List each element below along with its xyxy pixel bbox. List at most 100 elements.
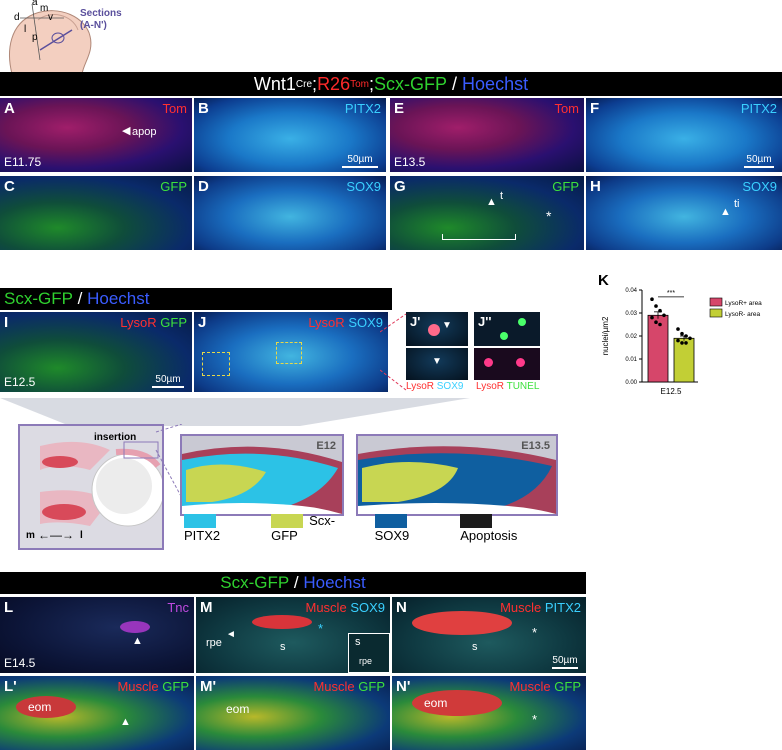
channel-muscle: Muscle [313,679,355,694]
panel-letter: J'' [478,314,492,329]
legend-swatch [709,297,723,307]
channel-label: LysoR TUNEL [476,381,539,392]
sections-range: (A-N') [80,20,107,31]
panel-L: L Tnc ▲ E14.5 [0,597,194,673]
y-tick-label: 0.00 [625,380,637,386]
channel-tunel: TUNEL [506,381,540,392]
asterisk: * [546,208,552,224]
eye-drawing [20,426,162,548]
significance-label: *** [667,290,675,297]
channel-sox9: SOX9 [350,600,385,615]
panel-letter: I [4,314,9,331]
panel-E: E Tom E13.5 [390,98,584,172]
banner-tom: Tom [350,78,369,90]
panel-letter: J [198,314,207,331]
cell [428,324,440,336]
scale-bar: 50µm [342,154,378,168]
arrowhead-annotation: apop [132,126,157,138]
scx-banner: Scx-GFP / Hoechst [0,288,392,310]
data-point [654,320,658,324]
channel-label: Muscle GFP [117,679,189,694]
arrowhead-icon: ▼ [442,320,452,331]
channel-label: SOX9 [742,179,777,194]
data-point [680,341,684,345]
panel-letter: D [198,178,209,195]
channel-lysor: LysoR [476,381,504,392]
scale-label: 50µm [347,154,373,165]
zoom-dashes [155,424,183,499]
channel-sox9: SOX9 [436,381,464,392]
banner-hoechst: Hoechst [87,289,150,308]
y-tick-label: 0.04 [625,288,637,294]
channel-label: SOX9 [346,179,381,194]
panel-I: I LysoR GFP E12.5 50µm [0,312,192,392]
axis-a: a [32,0,38,8]
panel-K: K 0.00 0.01 0.02 0.03 0.04 nuclei/µm2 *** E12.5… [596,272,782,408]
asterisk: * [532,712,538,727]
data-point [676,327,680,331]
panel-J-prime: J' ▼ ▼ LysoR SOX9 [406,312,468,392]
panel-B: B PITX2 50µm [194,98,386,172]
eom-signal [16,696,76,718]
legend-swatch [271,514,304,529]
scale-bar: 50µm [552,655,578,669]
banner-cre: Cre [295,78,313,90]
channel-gfp: GFP [554,679,581,694]
eom-signal [412,690,502,716]
stage-label: E11.75 [4,155,42,169]
panel-M: M Muscle SOX9 rpe ◄ s * s rpe [196,597,390,673]
channel-label: PITX2 [344,101,381,116]
banner-hoechst: Hoechst [303,573,366,592]
scale-label: 50µm [552,655,578,666]
panel-letter: A [4,100,15,117]
stage-label: E12 [316,440,336,452]
arrowhead-icon: ▼ [432,356,442,367]
panel-J: J LysoR SOX9 [194,312,388,392]
tnc-signal [120,621,150,633]
cell [484,358,493,367]
panel-N-prime: N' Muscle GFP eom * [392,676,586,750]
channel-pitx2: PITX2 [544,600,581,615]
legend-item-apoptosis: Apoptosis [460,513,554,543]
channel-label: GFP [160,179,187,194]
channel-label: Tnc [167,600,189,615]
stage-label: E14.5 [4,656,36,670]
muscle-signal [412,611,512,635]
banner-wnt: Wnt1 [253,73,296,94]
legend-item-scx: Scx-GFP [271,512,360,544]
channel-label: LysoR SOX9 [308,315,383,330]
s-label: s [472,641,478,653]
data-point [676,338,680,343]
asterisk: * [532,625,538,640]
channel-label: LysoR SOX9 [406,381,463,392]
channel-muscle: Muscle [500,600,542,615]
panel-F: F PITX2 50µm [586,98,782,172]
panel-M-prime: M' Muscle GFP eom [196,676,390,750]
arrowhead-icon: ◄ [226,629,236,640]
axis-l: l [80,530,83,541]
channel-lysor: LysoR [120,315,157,330]
channel-label: GFP [552,179,579,194]
panel-G: G GFP ▲ t * [390,176,584,250]
banner-slash: / [447,73,463,94]
schema-E135: E13.5 [356,434,558,516]
legend-label: PITX2 [184,528,221,544]
channel-label: PITX2 [740,101,777,116]
panel-letter: N' [396,678,411,695]
legend-label: Scx-GFP [271,512,336,544]
muscle-signal [252,615,312,629]
axis-l: l [24,24,27,35]
axis-m: m [26,530,35,541]
data-point [658,322,662,327]
banner-slash: / [289,573,304,592]
banner-semi2: ; [369,73,375,94]
eom-label: eom [28,700,52,714]
inset-box [202,352,230,376]
legend-swatch [460,514,493,529]
legend-label: LysoR+ area [725,300,762,307]
genotype-banner: Wnt1 Cre; R26 Tom; Scx-GFP / Hoechst [0,72,782,96]
e135-drawing [358,436,556,514]
legend-swatch [184,514,216,529]
channel-sox9: SOX9 [348,315,383,330]
arrowhead-icon: ▲ [720,206,731,218]
